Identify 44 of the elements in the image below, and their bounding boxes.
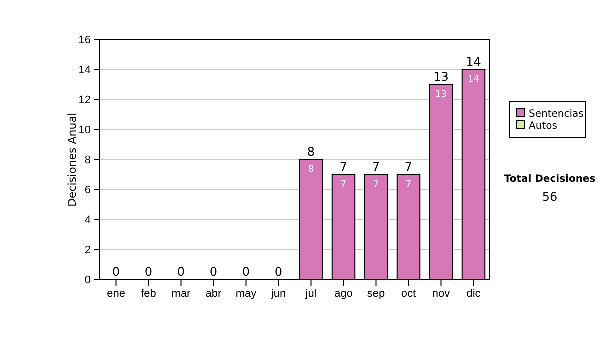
total-label: 0 (274, 265, 283, 279)
y-tick-label: 16 (78, 34, 91, 47)
x-tick-label: ene (107, 288, 126, 300)
total-label: 0 (112, 265, 120, 279)
x-tick-label: oct (401, 288, 416, 300)
total-label: 0 (210, 265, 218, 279)
x-tick-label: nov (432, 288, 451, 300)
total-label: 0 (242, 265, 250, 279)
legend-label: Sentencias (529, 109, 584, 120)
x-tick-label: abr (206, 288, 222, 300)
y-axis-title: Decisiones Anual (66, 112, 79, 208)
x-tick-label: jun (270, 288, 286, 300)
y-tick-label: 6 (84, 184, 91, 197)
total-label: 7 (340, 160, 348, 174)
x-tick-label: sep (367, 288, 386, 300)
data-label: 13 (436, 90, 447, 100)
total-label: 14 (466, 55, 482, 69)
x-tick-label: jul (304, 288, 317, 300)
x-tick-label: ago (334, 288, 353, 300)
x-tick-label: may (236, 288, 258, 300)
x-tick-label: dic (466, 288, 482, 300)
data-label: 14 (468, 75, 480, 85)
total-label: 7 (404, 160, 413, 174)
data-label: 7 (340, 180, 347, 190)
y-tick-label: 2 (84, 244, 91, 257)
y-tick-label: 0 (84, 274, 91, 287)
x-tick-label: feb (141, 288, 156, 300)
x-tick-label: mar (172, 288, 192, 300)
total-label: 13 (434, 70, 449, 84)
total-label: 0 (144, 265, 153, 279)
y-tick-label: 10 (78, 124, 91, 137)
text: Total Decisiones (504, 174, 596, 185)
total-label: 7 (372, 160, 380, 174)
total-label: 0 (177, 265, 186, 279)
y-tick-label: 4 (84, 214, 91, 227)
text: 56 (542, 190, 558, 204)
data-label: 7 (373, 180, 380, 190)
legend-label: Autos (529, 121, 558, 132)
data-label: 7 (406, 180, 412, 190)
total-label: 8 (307, 145, 316, 159)
data-label: 8 (308, 165, 314, 175)
y-tick-label: 14 (78, 64, 91, 77)
y-tick-label: 8 (84, 154, 91, 167)
y-tick-label: 12 (78, 94, 91, 107)
